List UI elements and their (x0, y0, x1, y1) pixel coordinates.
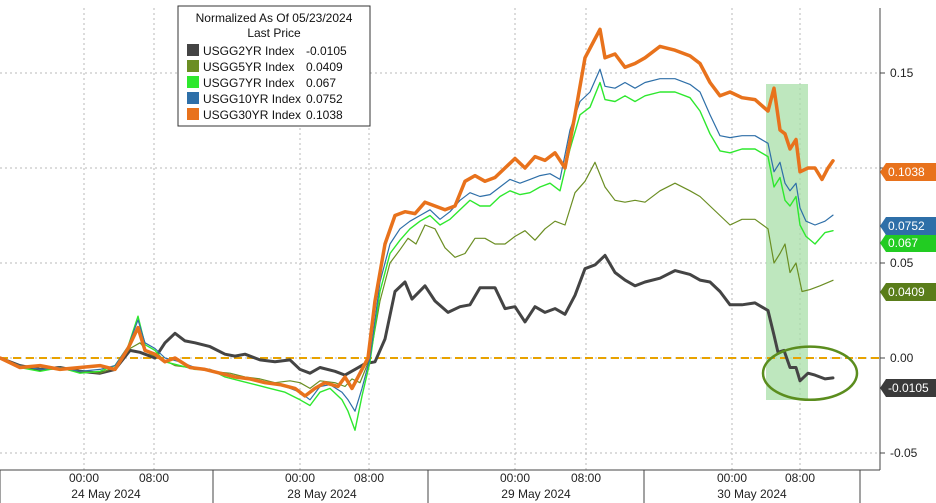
series-line-usgg7yr-index (0, 81, 834, 431)
x-tick-label: 08:00 (139, 471, 169, 485)
tag-value: -0.0105 (888, 381, 929, 395)
x-tick-label: 00:00 (285, 471, 315, 485)
x-tick-label: 00:00 (717, 471, 747, 485)
last-value-tag: 0.0752 (880, 217, 936, 235)
legend-series-value: 0.067 (306, 76, 336, 90)
last-value-tag: 0.1038 (880, 163, 936, 181)
date-label: 29 May 2024 (501, 487, 571, 501)
tag-value: 0.0752 (888, 219, 925, 233)
date-label: 24 May 2024 (71, 487, 141, 501)
series-layer (0, 27, 835, 431)
tag-value: 0.0409 (888, 285, 925, 299)
legend-swatch (187, 44, 199, 56)
tag-background (880, 234, 936, 252)
last-value-tag: -0.0105 (880, 379, 936, 397)
legend-swatch (187, 76, 199, 88)
series-line-usgg2yr-index (0, 253, 835, 383)
legend-series-name: USGG5YR Index (203, 60, 294, 74)
y-tick-label: 0.05 (890, 256, 914, 270)
last-value-tag: 0.0409 (880, 283, 936, 301)
legend-box (177, 5, 371, 127)
legend-series-value: 0.1038 (306, 108, 343, 122)
date-label: 28 May 2024 (287, 487, 357, 501)
legend-subtitle: Last Price (247, 26, 301, 40)
legend-series-value: 0.0752 (306, 92, 343, 106)
legend: Normalized As Of 05/23/2024 Last Price U… (177, 5, 371, 127)
last-value-tag: 0.067 (880, 234, 936, 252)
legend-swatch (187, 92, 199, 104)
series-line-usgg30yr-index (0, 27, 835, 398)
x-tick-label: 08:00 (785, 471, 815, 485)
tag-background (880, 163, 936, 181)
legend-series-name: USGG2YR Index (203, 44, 294, 58)
legend-items: USGG2YR Index -0.0105 USGG5YR Index 0.0409 U… (187, 44, 347, 122)
x-axis: 00:00 08:00 00:00 08:00 00:00 08:00 00:00 08:00… (0, 469, 880, 503)
tag-value: 0.067 (888, 236, 918, 250)
legend-series-name: USGG30YR Index (203, 108, 301, 122)
tag-value: 0.1038 (888, 165, 925, 179)
x-tick-label: 00:00 (500, 471, 530, 485)
series-line-usgg10yr-index (0, 68, 834, 412)
highlight-band (766, 84, 808, 400)
legend-series-name: USGG10YR Index (203, 92, 301, 106)
legend-swatch (187, 108, 199, 120)
legend-series-name: USGG7YR Index (203, 76, 294, 90)
x-tick-label: 08:00 (571, 471, 601, 485)
last-value-tags: -0.0105 0.0409 0.067 0.0752 0.1038 (880, 163, 936, 397)
legend-series-value: -0.0105 (306, 44, 347, 58)
y-tick-label: 0.15 (890, 66, 914, 80)
legend-swatch (187, 60, 199, 72)
tag-background (880, 283, 936, 301)
x-tick-label: 08:00 (354, 471, 384, 485)
legend-series-value: 0.0409 (306, 60, 343, 74)
tag-background (880, 217, 936, 235)
y-tick-label: 0.00 (890, 351, 914, 365)
date-label: 30 May 2024 (717, 487, 787, 501)
y-tick-label: -0.05 (890, 446, 918, 460)
x-tick-label: 00:00 (69, 471, 99, 485)
circle-annotation (761, 345, 859, 402)
legend-title: Normalized As Of 05/23/2024 (196, 11, 353, 25)
tag-background (880, 379, 936, 397)
